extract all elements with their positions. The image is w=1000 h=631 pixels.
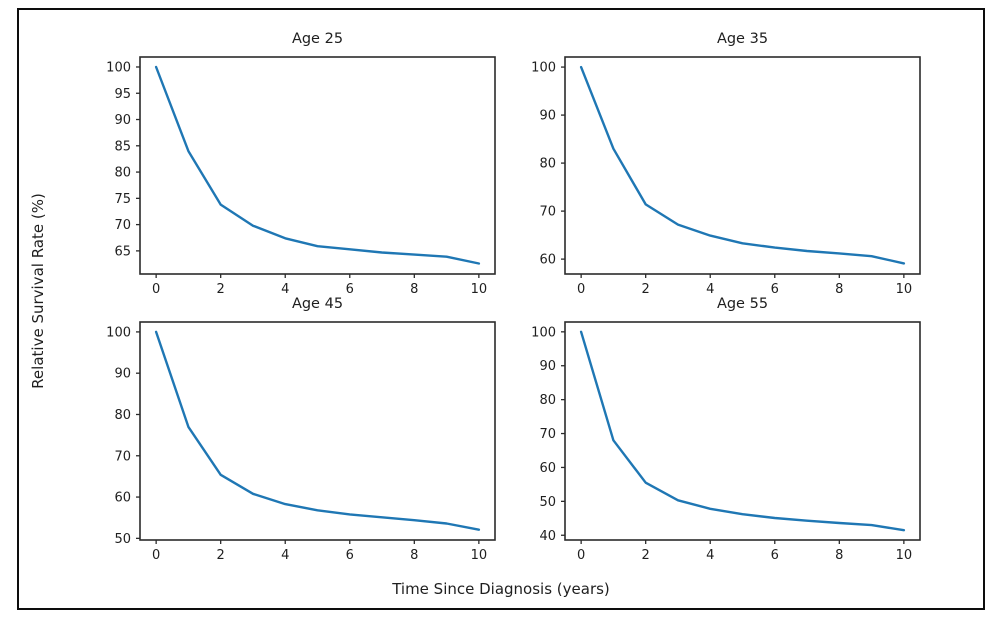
svg-text:50: 50 [539, 495, 556, 510]
svg-text:6: 6 [346, 282, 354, 297]
subplot-age-25: Age 25 0 2 4 6 8 10 65 70 75 80 85 90 95 100 [106, 31, 496, 297]
svg-text:0: 0 [577, 548, 585, 563]
line-chart-age-25: 0 2 4 6 8 10 65 70 75 80 85 90 95 100 [106, 56, 496, 297]
svg-text:6: 6 [346, 548, 354, 563]
svg-text:85: 85 [114, 139, 131, 154]
svg-text:10: 10 [471, 282, 488, 297]
y-axis-label: Relative Survival Rate (%) [29, 193, 47, 389]
svg-text:4: 4 [706, 548, 714, 563]
svg-text:100: 100 [106, 60, 131, 75]
line-chart-age-55: 0 2 4 6 8 10 40 50 60 70 80 90 100 [531, 321, 921, 563]
svg-text:100: 100 [106, 325, 131, 340]
svg-text:8: 8 [410, 548, 418, 563]
svg-text:4: 4 [706, 282, 714, 297]
svg-text:2: 2 [217, 548, 225, 563]
svg-text:6: 6 [771, 282, 779, 297]
svg-text:50: 50 [114, 532, 131, 547]
svg-text:70: 70 [539, 205, 556, 220]
svg-text:65: 65 [114, 244, 131, 259]
svg-text:2: 2 [642, 548, 650, 563]
svg-text:2: 2 [217, 282, 225, 297]
svg-text:90: 90 [539, 109, 556, 124]
svg-text:80: 80 [114, 408, 131, 423]
svg-text:10: 10 [896, 548, 913, 563]
svg-text:75: 75 [114, 192, 131, 207]
svg-text:0: 0 [152, 548, 160, 563]
figure-border-frame: Relative Survival Rate (%) Age 25 0 2 4 6 8 1… [17, 8, 985, 610]
svg-text:4: 4 [281, 282, 289, 297]
svg-text:10: 10 [896, 282, 913, 297]
svg-text:70: 70 [539, 427, 556, 442]
svg-text:8: 8 [835, 282, 843, 297]
svg-text:90: 90 [114, 113, 131, 128]
svg-text:0: 0 [152, 282, 160, 297]
svg-text:90: 90 [114, 367, 131, 382]
svg-text:10: 10 [471, 548, 488, 563]
svg-text:40: 40 [539, 529, 556, 544]
line-chart-age-35: 0 2 4 6 8 10 60 70 80 90 100 [531, 56, 921, 297]
svg-text:2: 2 [642, 282, 650, 297]
x-axis-label: Time Since Diagnosis (years) [392, 580, 610, 598]
svg-text:60: 60 [539, 461, 556, 476]
svg-text:8: 8 [410, 282, 418, 297]
svg-text:90: 90 [539, 359, 556, 374]
subplot-title-age-25: Age 25 [291, 31, 344, 47]
svg-text:8: 8 [835, 548, 843, 563]
subplot-age-55: Age 55 0 2 4 6 8 10 40 50 60 70 80 90 100 [531, 296, 921, 563]
svg-text:60: 60 [114, 491, 131, 506]
subplot-age-35: Age 35 0 2 4 6 8 10 60 70 80 90 100 [531, 31, 921, 297]
svg-text:4: 4 [281, 548, 289, 563]
svg-text:100: 100 [531, 61, 556, 76]
line-chart-age-45: 0 2 4 6 8 10 50 60 70 80 90 100 [106, 321, 496, 563]
subplot-title-age-45: Age 45 [291, 296, 344, 312]
subplot-title-age-55: Age 55 [716, 296, 769, 312]
svg-text:70: 70 [114, 218, 131, 233]
svg-text:80: 80 [539, 393, 556, 408]
subplot-title-age-35: Age 35 [716, 31, 769, 47]
subplot-age-45: Age 45 0 2 4 6 8 10 50 60 70 80 90 100 [106, 296, 496, 563]
svg-text:95: 95 [114, 87, 131, 102]
svg-text:80: 80 [539, 157, 556, 172]
svg-text:6: 6 [771, 548, 779, 563]
svg-text:60: 60 [539, 253, 556, 268]
svg-text:100: 100 [531, 325, 556, 340]
svg-text:70: 70 [114, 449, 131, 464]
svg-text:0: 0 [577, 282, 585, 297]
svg-text:80: 80 [114, 166, 131, 181]
